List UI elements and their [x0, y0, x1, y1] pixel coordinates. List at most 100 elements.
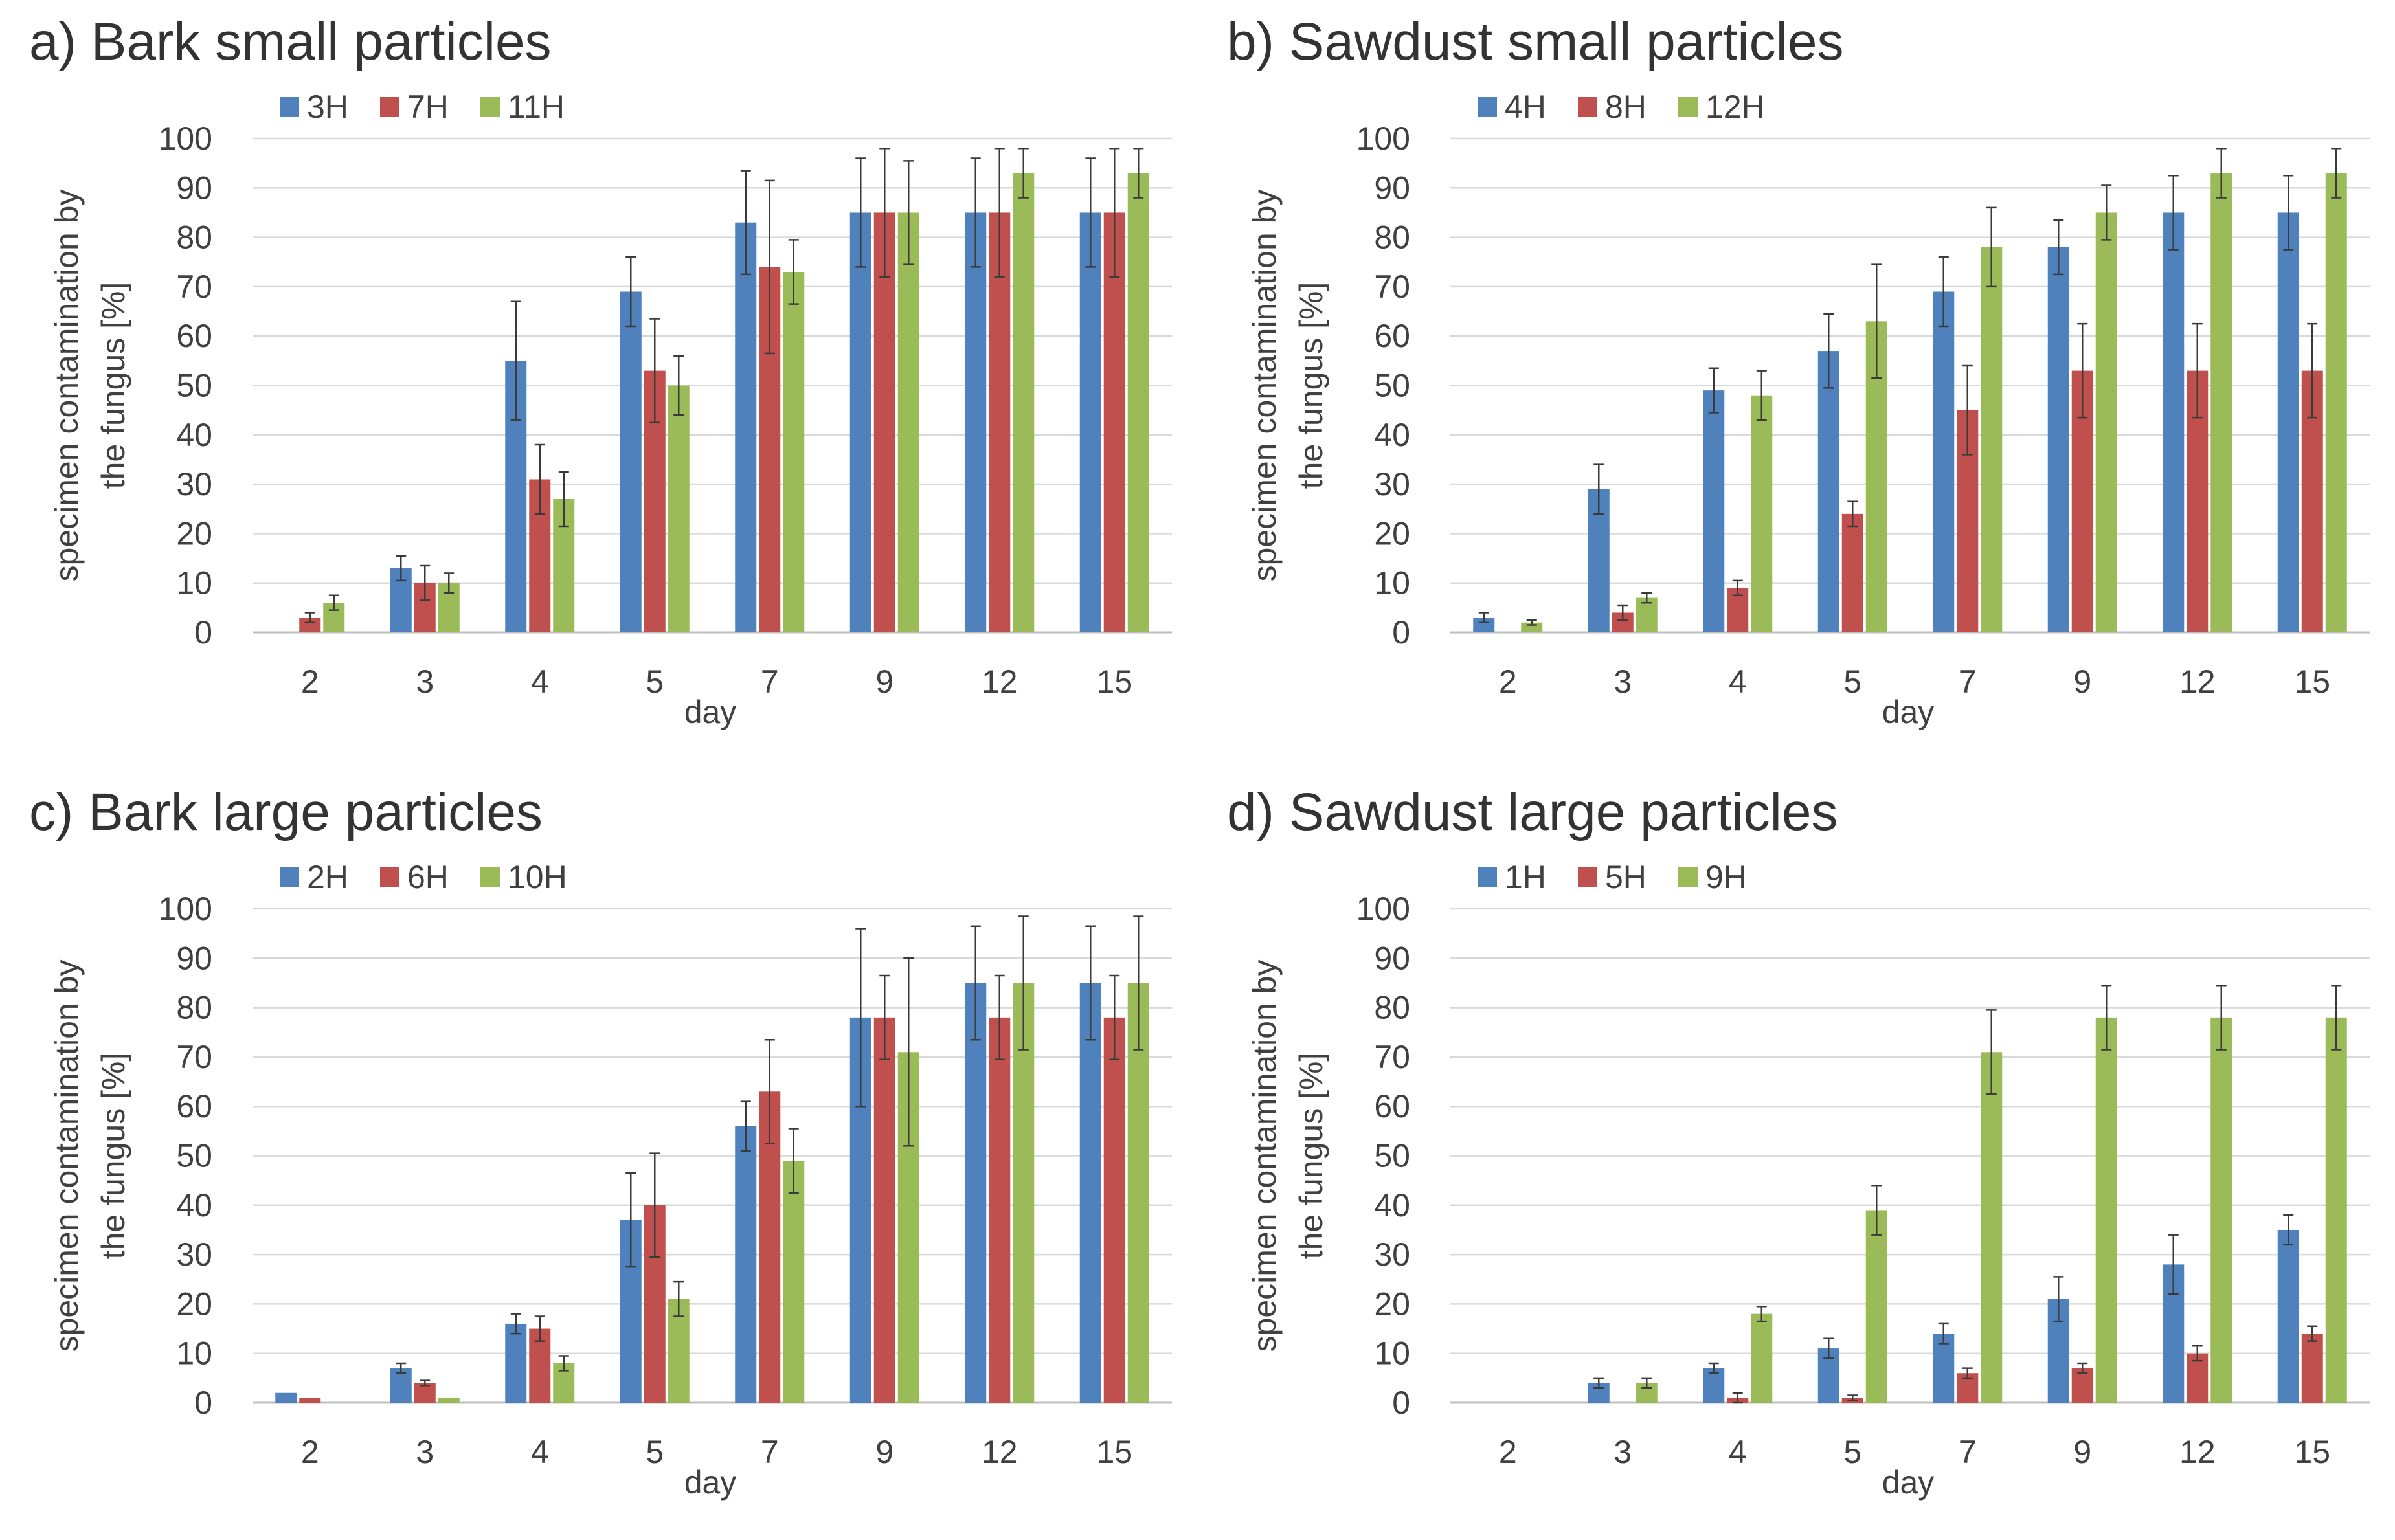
legend-swatch-5h	[1578, 867, 1597, 887]
x-tick-label: 12	[2179, 664, 2216, 700]
bar-6h-day-9	[873, 1017, 895, 1403]
bar-3h-day-5	[620, 291, 642, 632]
legend-swatch-10h	[480, 867, 500, 887]
error-bar	[2168, 174, 2179, 251]
legend-label-8h: 8H	[1605, 89, 1647, 125]
chart-panel-c: c) Bark large particles 0 10 20 30 40 50 60 70 80…	[0, 770, 1197, 1540]
y-axis-label: specimen contamination by the fungus [%]	[49, 960, 131, 1352]
error-bar	[1593, 463, 1604, 515]
bar-2h-day-15	[1079, 983, 1101, 1403]
legend-label-12h: 12H	[1705, 89, 1765, 125]
error-bar	[534, 1315, 545, 1342]
y-tick-label: 40	[176, 1187, 212, 1223]
bar-4h-day-5	[1817, 351, 1839, 632]
error-bar	[1708, 367, 1719, 414]
bar-5h-day-15	[2301, 1334, 2323, 1403]
legend-label-11h: 11H	[508, 89, 565, 125]
error-bar	[304, 612, 315, 623]
y-tick-label: 40	[1374, 417, 1410, 453]
error-bar	[1847, 1394, 1858, 1401]
bar-10h-day-7	[783, 1161, 805, 1403]
bar-10h-day-15	[1127, 983, 1149, 1403]
x-tick-label: 9	[2073, 1434, 2091, 1470]
y-tick-label: 20	[1374, 1286, 1410, 1322]
error-bar	[764, 1038, 775, 1144]
bar-9h-day-12	[2210, 1017, 2232, 1403]
bar-11h-day-5	[668, 385, 690, 632]
error-bar	[1962, 1367, 1973, 1379]
legend-label-1h: 1H	[1505, 859, 1546, 895]
x-tick-label: 7	[761, 664, 779, 700]
error-bar	[855, 157, 866, 268]
legend-swatch-4h	[1478, 97, 1497, 117]
error-bar	[970, 925, 981, 1041]
error-bar	[1871, 263, 1882, 379]
y-tick-label: 50	[1374, 368, 1410, 404]
error-bar	[1986, 1009, 1997, 1095]
bar-2h-day-4	[505, 1323, 527, 1403]
y-tick-label: 30	[176, 466, 212, 502]
bar-4h-day-2	[1473, 618, 1495, 632]
y-tick-label: 20	[176, 1286, 212, 1322]
y-tick-label: 100	[1356, 120, 1410, 157]
x-tick-label: 5	[1843, 1434, 1861, 1470]
bar-4h-day-12	[2163, 212, 2185, 632]
error-bar	[1085, 925, 1096, 1041]
bar-6h-day-15	[1103, 1017, 1125, 1403]
legend-swatch-1h	[1478, 867, 1497, 887]
y-tick-label: 70	[1374, 1039, 1410, 1075]
error-bar	[673, 1280, 684, 1317]
x-axis-label: day	[684, 694, 737, 730]
bar-12h-day-12	[2210, 173, 2232, 632]
bar-7h-day-12	[989, 212, 1011, 632]
error-bar	[558, 1355, 569, 1372]
y-axis-label-line: specimen contamination by	[1246, 190, 1283, 582]
y-axis-label: specimen contamination by the fungus [%]	[1246, 960, 1329, 1352]
error-bar	[994, 148, 1005, 278]
x-tick-label: 12	[2179, 1434, 2216, 1470]
bar-12h-day-7	[1981, 247, 2003, 632]
x-tick-label: 2	[1499, 1434, 1517, 1470]
y-tick-label: 60	[176, 318, 212, 354]
y-axis-label-line: the fungus [%]	[1293, 1053, 1329, 1260]
y-axis-label-line: specimen contamination by	[1246, 960, 1283, 1352]
chart-title: a) Bark small particles	[29, 12, 552, 71]
error-bar	[2101, 184, 2112, 241]
bar-3h-day-12	[965, 212, 987, 632]
x-tick-label: 5	[646, 664, 664, 700]
error-bar	[2283, 174, 2294, 251]
y-axis-label: specimen contamination by the fungus [%]	[1246, 190, 1329, 582]
legend-label-10h: 10H	[508, 859, 567, 895]
error-bar	[903, 957, 914, 1147]
bar-5h-day-12	[2187, 1353, 2209, 1403]
bar-1h-day-15	[2277, 1229, 2299, 1403]
bar-4h-day-4	[1703, 390, 1725, 632]
error-bar	[396, 1362, 407, 1374]
y-tick-label: 10	[1374, 565, 1410, 601]
error-bar	[2077, 322, 2088, 419]
error-bar	[625, 1172, 636, 1268]
bar-10h-day-3	[438, 1398, 460, 1403]
x-axis-label: day	[1882, 1464, 1935, 1501]
x-tick-label: 12	[982, 664, 1018, 700]
y-tick-label: 80	[1374, 990, 1410, 1026]
y-tick-label: 80	[176, 990, 212, 1026]
error-bar	[2216, 148, 2227, 199]
y-tick-label: 90	[176, 170, 212, 206]
error-bar	[1526, 619, 1537, 626]
bar-6h-day-2	[299, 1398, 321, 1403]
chart-title: c) Bark large particles	[29, 783, 543, 842]
x-axis-label: day	[1882, 694, 1935, 730]
legend-label-7h: 7H	[407, 89, 449, 125]
error-bar	[1938, 256, 1949, 328]
bar-4h-day-7	[1933, 291, 1955, 632]
y-tick-label: 30	[1374, 1236, 1410, 1273]
y-tick-label: 60	[176, 1088, 212, 1124]
bar-7h-day-15	[1103, 212, 1125, 632]
error-bar	[1133, 915, 1144, 1051]
y-tick-label: 10	[176, 1335, 212, 1372]
bar-9h-day-5	[1865, 1210, 1887, 1403]
bar-12h-day-4	[1751, 395, 1773, 632]
legend-swatch-12h	[1678, 97, 1698, 117]
x-tick-label: 2	[301, 664, 319, 700]
